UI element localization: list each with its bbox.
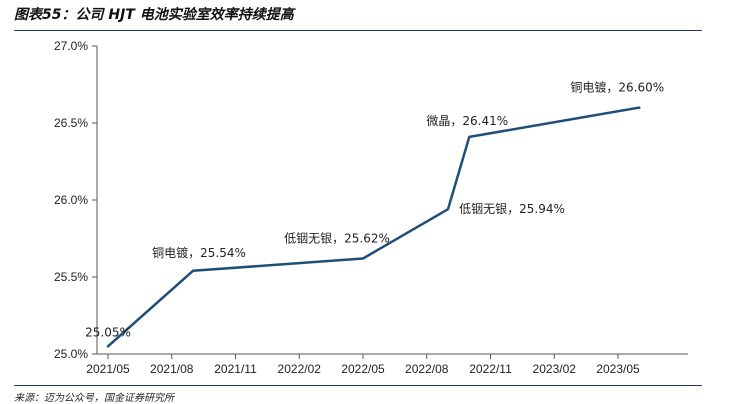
data-label: 铜电镀，25.54% xyxy=(152,245,246,260)
y-tick-label: 25.5% xyxy=(54,270,88,284)
data-labels: 25.05% 铜电镀，25.54% 低铟无银，25.62% 低铟无银，25.94% 微晶… xyxy=(85,80,664,340)
data-label: 25.05% xyxy=(85,325,131,339)
data-label: 低铟无银，25.94% xyxy=(459,202,565,216)
x-tick-label: 2022/05 xyxy=(341,362,385,376)
y-tick-label: 26.5% xyxy=(54,116,88,130)
title-divider xyxy=(14,30,702,31)
data-label: 低铟无银，25.62% xyxy=(284,232,390,246)
x-tick-label: 2023/02 xyxy=(533,362,577,376)
x-tick-label: 2021/11 xyxy=(214,362,257,376)
y-axis-ticks: 25.0% 25.5% 26.0% 26.5% 27.0% xyxy=(54,39,97,361)
source-note: 来源：迈为公众号，国金证券研究所 xyxy=(14,393,174,404)
data-label: 微晶，26.41% xyxy=(426,114,508,128)
figure-title: 图表55：公司 HJT 电池实验室效率持续提高 xyxy=(14,7,294,23)
y-tick-label: 27.0% xyxy=(54,39,88,53)
source-divider xyxy=(14,385,702,386)
x-tick-label: 2022/02 xyxy=(278,362,322,376)
series-group xyxy=(106,106,641,348)
y-tick-label: 25.0% xyxy=(54,347,88,361)
x-tick-label: 2022/11 xyxy=(469,362,512,376)
y-tick-label: 26.0% xyxy=(54,193,88,207)
x-tick-label: 2021/05 xyxy=(86,362,130,376)
x-tick-label: 2023/05 xyxy=(596,362,640,376)
data-label: 铜电镀，26.60% xyxy=(570,80,664,95)
x-tick-label: 2021/08 xyxy=(150,362,194,376)
x-axis-ticks: 2021/05 2021/08 2021/11 2022/02 2022/05 2022/… xyxy=(86,354,640,376)
x-tick-label: 2022/08 xyxy=(405,362,449,376)
series-line xyxy=(106,106,641,348)
